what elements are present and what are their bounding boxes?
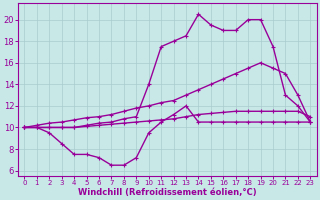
X-axis label: Windchill (Refroidissement éolien,°C): Windchill (Refroidissement éolien,°C) [78, 188, 257, 197]
